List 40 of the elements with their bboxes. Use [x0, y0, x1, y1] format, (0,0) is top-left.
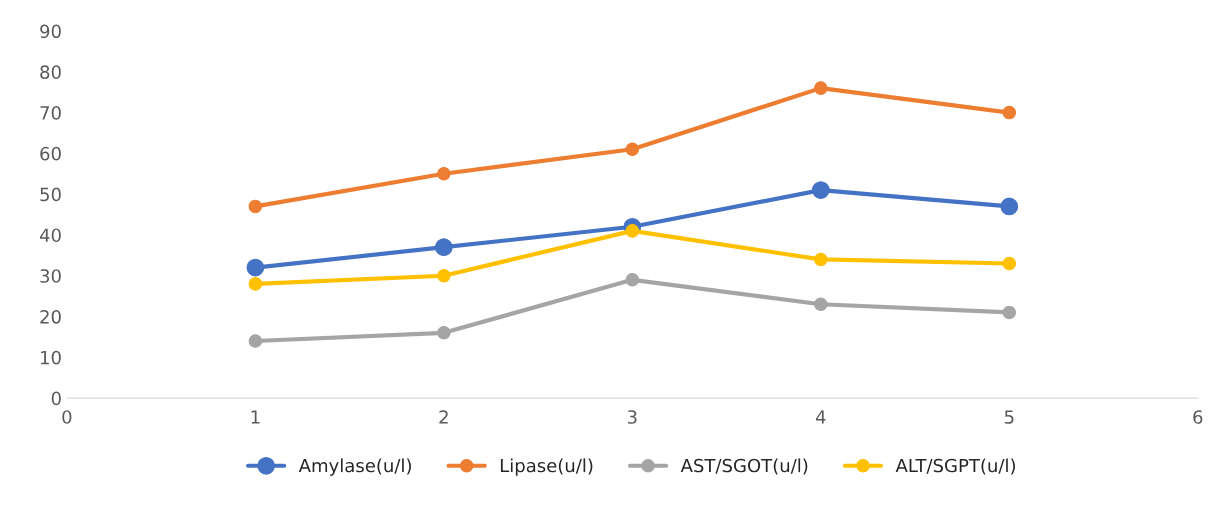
- y-tick-label: 80: [40, 65, 61, 79]
- x-tick-label: 4: [815, 410, 826, 424]
- point: [437, 268, 451, 283]
- y-tick-label: 40: [39, 228, 61, 243]
- y-tick-label: 30: [40, 269, 61, 283]
- point: [246, 258, 265, 277]
- point: [811, 181, 830, 199]
- point: [248, 334, 263, 348]
- point: [1002, 105, 1017, 120]
- x-tick-label: 2: [439, 410, 448, 424]
- y-tick-label: 50: [40, 187, 61, 202]
- y-tick-label: 20: [40, 309, 61, 324]
- x-tick-label: 5: [1004, 410, 1014, 424]
- y-tick-label: 60: [40, 146, 61, 161]
- point: [814, 252, 828, 267]
- legend-label: ALT/SGPT(u/l): [895, 458, 1015, 475]
- legend-label: AST/SGOT(u/l): [680, 458, 808, 475]
- point: [625, 273, 640, 287]
- x-tick-label: 1: [251, 410, 260, 424]
- point: [814, 297, 828, 312]
- point: [625, 142, 640, 157]
- y-tick-label: 10: [41, 350, 61, 365]
- point: [1000, 197, 1019, 216]
- x-tick-label: 6: [1193, 410, 1203, 424]
- point: [248, 277, 263, 291]
- point: [1002, 256, 1017, 271]
- legend-label: Lipase(u/l): [500, 458, 593, 476]
- point: [437, 167, 451, 181]
- point: [248, 199, 263, 214]
- x-tick-label: 3: [627, 410, 637, 424]
- y-tick-label: 70: [40, 106, 61, 120]
- point: [625, 224, 640, 238]
- x-tick-label: 0: [62, 410, 72, 424]
- point: [1002, 305, 1017, 320]
- y-tick-label: 0: [51, 391, 61, 406]
- point: [434, 238, 453, 257]
- point: [814, 81, 828, 95]
- y-tick-label: 90: [40, 24, 61, 39]
- legend-label: Amylase(u/l): [298, 458, 411, 476]
- point: [437, 326, 451, 340]
